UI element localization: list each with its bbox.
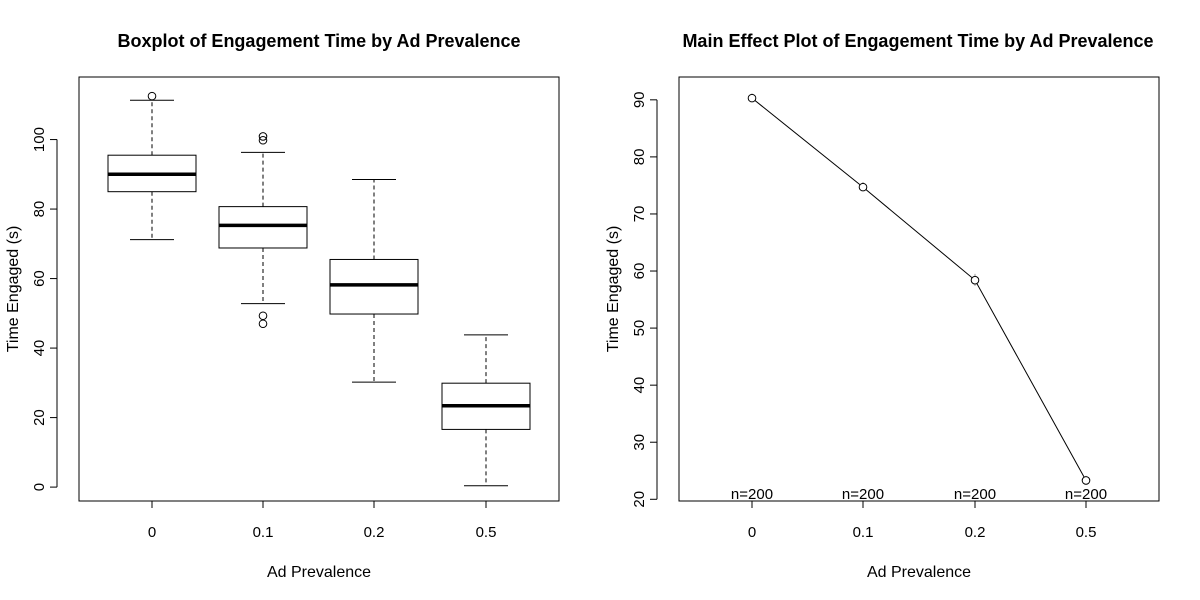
iqr-box (329, 258, 419, 315)
x-tick-label: 0.2 (364, 524, 385, 541)
main-effect-title: Main Effect Plot of Engagement Time by A… (682, 31, 1153, 51)
mean-point (970, 275, 980, 285)
y-tick-label: 60 (31, 270, 48, 287)
main-effect-plot-frame (678, 76, 1160, 502)
x-tick-label: 0.1 (253, 524, 274, 541)
main-effect-y-axis-label: Time Engaged (s) (605, 226, 622, 353)
box-group (329, 179, 419, 383)
y-tick-label: 0 (31, 483, 48, 491)
y-tick-label: 50 (631, 320, 648, 337)
boxplot-plot-frame (78, 76, 560, 502)
boxplot-panel: Boxplot of Engagement Time by Ad Prevale… (5, 31, 560, 581)
box-group (441, 334, 531, 487)
boxplot-x-axis: 0 0.1 0.2 0.5 (148, 500, 497, 541)
x-tick-label: 0 (748, 524, 756, 541)
outlier-point (258, 311, 268, 321)
y-tick-label: 30 (631, 434, 648, 451)
y-tick-label: 100 (31, 127, 48, 152)
boxplot-y-axis-label: Time Engaged (s) (5, 226, 22, 353)
x-tick-label: 0.5 (1076, 524, 1097, 541)
sample-size-label: n=200 (731, 486, 773, 503)
main-effect-x-axis-label: Ad Prevalence (867, 564, 971, 581)
box-group (107, 91, 197, 241)
box-group (218, 132, 308, 329)
y-tick-label: 80 (631, 149, 648, 166)
y-tick-label: 20 (31, 409, 48, 426)
boxplot-marks (107, 91, 531, 487)
y-tick-label: 40 (31, 340, 48, 357)
boxplot-x-axis-label: Ad Prevalence (267, 564, 371, 581)
main-effect-x-axis: 0 0.1 0.2 0.5 (748, 500, 1097, 541)
sample-size-label: n=200 (842, 486, 884, 503)
outlier-point (258, 135, 268, 145)
x-tick-label: 0.5 (476, 524, 497, 541)
mean-point (1081, 476, 1091, 485)
main-effect-marks: n=200 n=200 n=200 n=200 (731, 93, 1107, 503)
y-tick-label: 60 (631, 263, 648, 280)
main-effect-panel: Main Effect Plot of Engagement Time by A… (605, 31, 1160, 581)
y-tick-label: 40 (631, 377, 648, 394)
outlier-point (258, 132, 268, 141)
x-tick-label: 0 (148, 524, 156, 541)
outlier-point (147, 91, 157, 101)
x-tick-label: 0.2 (965, 524, 986, 541)
boxplot-y-axis: 0 20 40 60 80 100 (31, 127, 58, 491)
y-tick-label: 90 (631, 91, 648, 108)
y-tick-label: 20 (631, 491, 648, 508)
outlier-point (258, 319, 268, 329)
boxplot-title: Boxplot of Engagement Time by Ad Prevale… (117, 31, 520, 51)
sample-size-label: n=200 (954, 486, 996, 503)
y-tick-label: 70 (631, 206, 648, 223)
mean-point (747, 93, 757, 103)
mean-point (858, 182, 868, 192)
y-tick-label: 80 (31, 201, 48, 218)
iqr-box (218, 206, 308, 249)
main-effect-y-axis: 20 30 40 50 60 70 80 90 (631, 91, 658, 508)
sample-size-label: n=200 (1065, 486, 1107, 503)
x-tick-label: 0.1 (853, 524, 874, 541)
series-line (751, 97, 1087, 481)
